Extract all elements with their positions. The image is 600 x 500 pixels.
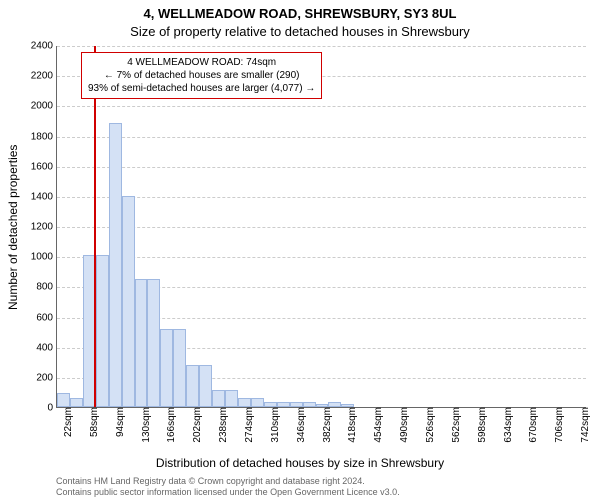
x-tick-label: 166sqm (162, 407, 177, 443)
y-tick-label: 0 (47, 403, 57, 414)
gridline (57, 46, 586, 47)
histogram-bar (173, 329, 186, 407)
y-tick-label: 1200 (31, 222, 57, 233)
y-tick-label: 2400 (31, 41, 57, 52)
histogram-bar (96, 255, 109, 407)
info-box-line: 4 WELLMEADOW ROAD: 74sqm (88, 56, 315, 69)
x-tick-label: 274sqm (240, 407, 255, 443)
gridline (57, 257, 586, 258)
x-tick-label: 490sqm (395, 407, 410, 443)
chart-title-line2: Size of property relative to detached ho… (0, 24, 600, 39)
gridline (57, 167, 586, 168)
credit-line2: Contains public sector information licen… (56, 487, 590, 498)
x-tick-label: 382sqm (318, 407, 333, 443)
credit-text: Contains HM Land Registry data © Crown c… (56, 476, 590, 499)
y-tick-label: 1400 (31, 191, 57, 202)
x-tick-label: 742sqm (576, 407, 591, 443)
x-tick-label: 526sqm (421, 407, 436, 443)
x-tick-label: 670sqm (524, 407, 539, 443)
gridline (57, 197, 586, 198)
gridline (57, 106, 586, 107)
property-marker-line (94, 46, 96, 407)
chart-plot-area: 0200400600800100012001400160018002000220… (56, 46, 586, 408)
property-info-box: 4 WELLMEADOW ROAD: 74sqm← 7% of detached… (81, 52, 322, 99)
histogram-bar (251, 398, 264, 407)
x-tick-label: 94sqm (111, 407, 126, 437)
credit-line1: Contains HM Land Registry data © Crown c… (56, 476, 590, 487)
x-tick-label: 22sqm (59, 407, 74, 437)
x-tick-label: 130sqm (137, 407, 152, 443)
gridline (57, 227, 586, 228)
y-tick-label: 1000 (31, 252, 57, 263)
y-axis-label: Number of detached properties (6, 144, 20, 309)
chart-title-line1: 4, WELLMEADOW ROAD, SHREWSBURY, SY3 8UL (0, 6, 600, 21)
histogram-bar (135, 279, 148, 407)
y-tick-label: 600 (36, 312, 57, 323)
y-tick-label: 1600 (31, 161, 57, 172)
x-tick-label: 310sqm (266, 407, 281, 443)
histogram-bar (238, 398, 251, 407)
histogram-bar (57, 393, 70, 407)
x-tick-label: 454sqm (369, 407, 384, 443)
y-tick-label: 2000 (31, 101, 57, 112)
y-tick-label: 400 (36, 342, 57, 353)
info-box-line: 93% of semi-detached houses are larger (… (88, 82, 315, 95)
x-tick-label: 238sqm (214, 407, 229, 443)
y-tick-label: 1800 (31, 131, 57, 142)
gridline (57, 137, 586, 138)
histogram-bar (212, 390, 225, 407)
x-tick-label: 418sqm (343, 407, 358, 443)
histogram-bar (199, 365, 212, 407)
x-tick-label: 202sqm (188, 407, 203, 443)
info-box-line: ← 7% of detached houses are smaller (290… (88, 69, 315, 82)
histogram-bar (122, 196, 135, 407)
histogram-bar (147, 279, 160, 407)
x-tick-label: 562sqm (447, 407, 462, 443)
x-tick-label: 58sqm (85, 407, 100, 437)
x-axis-label: Distribution of detached houses by size … (0, 456, 600, 470)
y-tick-label: 2200 (31, 71, 57, 82)
histogram-bar (70, 398, 83, 407)
y-tick-label: 200 (36, 372, 57, 383)
y-tick-label: 800 (36, 282, 57, 293)
x-tick-label: 598sqm (473, 407, 488, 443)
histogram-bar (186, 365, 199, 407)
histogram-bar (225, 390, 238, 407)
x-tick-label: 706sqm (550, 407, 565, 443)
x-tick-label: 634sqm (499, 407, 514, 443)
histogram-bar (160, 329, 173, 407)
x-tick-label: 346sqm (292, 407, 307, 443)
histogram-bar (109, 123, 122, 407)
